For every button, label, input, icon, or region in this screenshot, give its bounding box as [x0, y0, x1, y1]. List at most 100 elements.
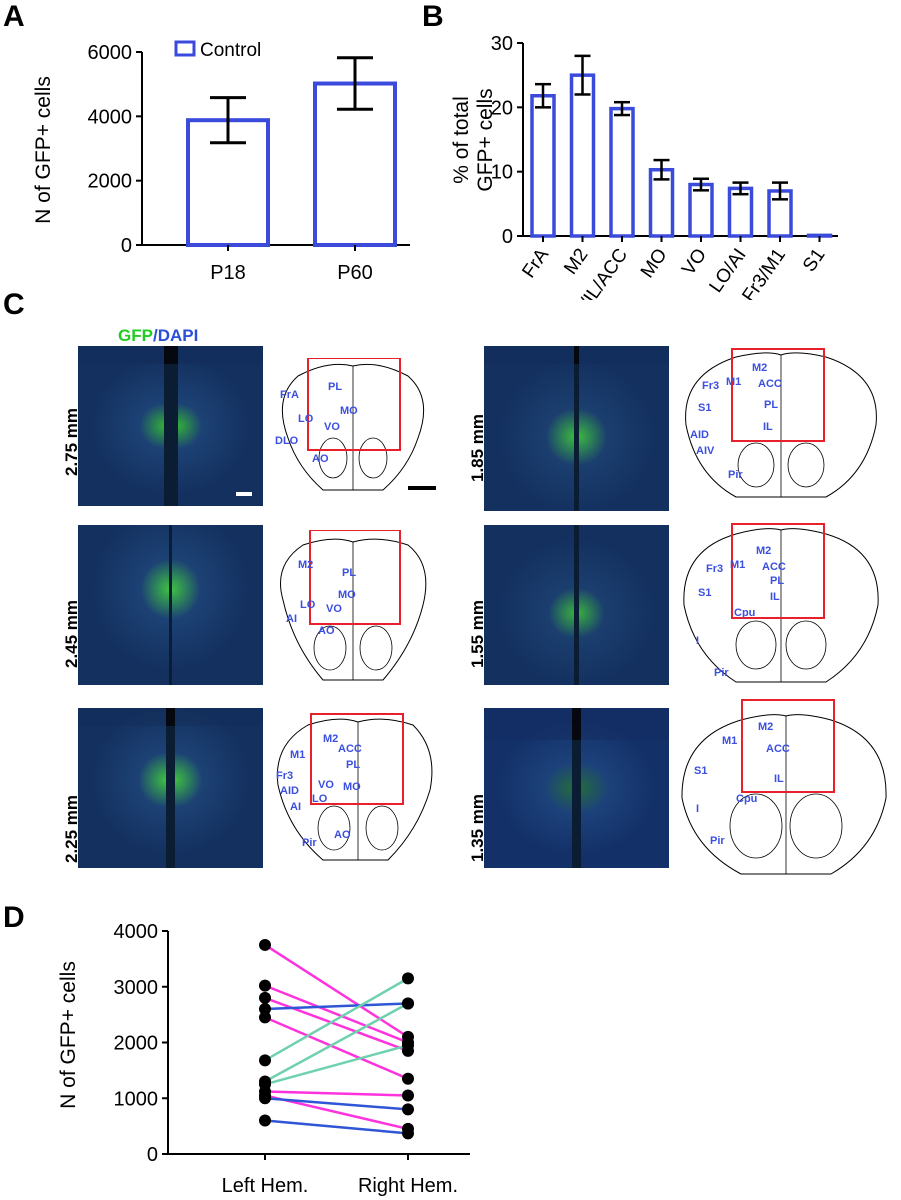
bar: [727, 186, 754, 238]
region-label: M1: [730, 559, 745, 571]
y-tick-label: 1000: [114, 1088, 159, 1110]
bar: [530, 94, 556, 238]
region-label: Pir: [710, 835, 725, 847]
chart-d-ylabel: N of GFP+ cells: [57, 961, 80, 1109]
region-label: M2: [323, 733, 338, 745]
region-box: [310, 713, 404, 805]
region-label: MO: [338, 589, 356, 601]
y-tick-label: 10: [491, 162, 513, 184]
data-point: [259, 1054, 271, 1067]
y-tick-label: 0: [502, 226, 513, 248]
stain-label: GFP/DAPI: [118, 326, 198, 346]
region-label: AI: [286, 613, 297, 625]
chart-d: 0 1000 2000 3000 4000 Left Hem. Right Hem. N o…: [57, 921, 470, 1197]
chart-b-ylabel-line1: % of total: [450, 96, 473, 184]
region-label: M1: [726, 376, 741, 388]
region-box: [731, 523, 825, 619]
pair-line: [264, 1044, 409, 1086]
bar: [609, 106, 635, 238]
bar: [569, 73, 596, 238]
panel-letter-c: C: [3, 288, 25, 321]
region-label: LO: [298, 413, 314, 425]
region-label: M1: [290, 749, 305, 761]
region-label: M2: [298, 559, 313, 571]
panel-letter-a: A: [3, 0, 25, 33]
region-label: M2: [756, 545, 771, 557]
data-point: [402, 1103, 414, 1116]
y-tick-label: 20: [491, 97, 513, 119]
region-label: AIV: [696, 445, 715, 457]
pair-line: [264, 1119, 409, 1135]
pair-line: [264, 1002, 409, 1083]
micrograph: [484, 346, 669, 511]
chart-a-ylabel: N of GFP+ cells: [32, 76, 55, 224]
scale-bar: [408, 486, 436, 490]
region-label: M1: [722, 735, 737, 747]
chart-a: 0 2000 4000 6000 P18 P60 N of GFP+ cells Cont…: [32, 40, 410, 284]
chart-a-legend-label: Control: [200, 40, 261, 61]
atlas-section: M2 Fr3 M1 ACC S1 PL IL AID AIV Pir: [685, 348, 877, 498]
region-label: MO: [343, 781, 361, 793]
data-point: [259, 938, 271, 951]
pair-line: [264, 1002, 409, 1011]
region-label: VO: [318, 779, 334, 791]
x-tick-label: Right Hem.: [358, 1175, 458, 1197]
region-label: IL: [770, 591, 780, 603]
panel-letter-d: D: [3, 901, 25, 934]
region-label: PL: [342, 567, 356, 579]
data-point: [402, 1039, 414, 1052]
data-point: [402, 997, 414, 1010]
data-point: [259, 979, 271, 992]
stain-label-dapi: DAPI: [157, 326, 199, 345]
region-label: DLO: [275, 435, 299, 447]
bar: [806, 233, 833, 238]
y-tick-label: 30: [491, 33, 513, 55]
x-tick-label: VO: [678, 245, 711, 280]
region-label: AO: [334, 829, 351, 841]
y-tick-label: 4000: [114, 921, 159, 943]
data-point: [402, 1072, 414, 1085]
data-point: [259, 1003, 271, 1016]
region-label: MO: [340, 405, 358, 417]
region-label: VO: [326, 603, 342, 615]
y-tick-label: 3000: [114, 977, 159, 999]
region-label: PL: [346, 759, 360, 771]
y-tick-label: 0: [121, 235, 132, 257]
scale-bar: [236, 492, 252, 496]
atlas-section: M2 ACC M1 PL Fr3 VO MO AID LO AI Pir AO: [276, 713, 433, 861]
chart-b-ylabel-line2: GFP+ cells: [474, 88, 497, 191]
region-label: Pir: [728, 469, 743, 481]
micrograph: [484, 708, 669, 868]
data-point: [402, 972, 414, 985]
pair-line: [264, 984, 409, 1044]
chart-a-legend-swatch: [174, 40, 196, 57]
region-label: Fr3: [276, 770, 293, 782]
region-label: I: [696, 803, 699, 815]
region-label: VO: [324, 421, 340, 433]
region-label: FrA: [280, 389, 299, 401]
x-tick-label: S1: [799, 245, 830, 276]
region-label: Pir: [302, 837, 317, 849]
region-label: Fr3: [706, 563, 723, 575]
y-tick-label: 2000: [114, 1033, 159, 1055]
region-label: IL: [763, 421, 773, 433]
pair-line: [264, 977, 409, 1062]
region-label: PL: [328, 381, 342, 393]
region-label: ACC: [758, 378, 782, 390]
region-label: I: [696, 635, 699, 647]
data-point: [402, 1089, 414, 1102]
x-tick-label: Left Hem.: [222, 1175, 309, 1197]
micrograph: [78, 346, 263, 506]
data-point: [259, 991, 271, 1004]
region-label: M2: [752, 362, 767, 374]
data-point: [402, 1127, 414, 1140]
region-label: IL: [774, 773, 784, 785]
atlas-section: M2 M1 ACC S1 IL Cpu I Pir: [681, 699, 887, 875]
region-label: PL: [770, 575, 784, 587]
region-label: AID: [280, 785, 299, 797]
micrograph: [78, 525, 263, 685]
region-box: [741, 699, 835, 793]
region-label: LO: [312, 793, 328, 805]
region-label: AID: [690, 429, 709, 441]
